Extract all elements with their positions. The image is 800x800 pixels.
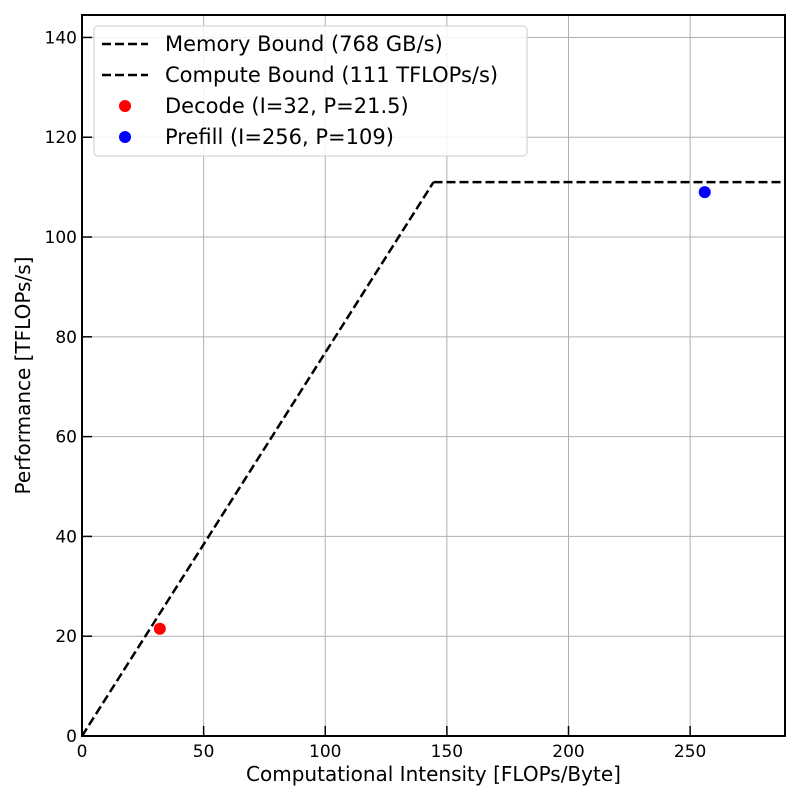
data-point-2 [153,622,166,635]
x-tick-label: 0 [77,742,88,762]
legend-marker-swatch [119,100,131,112]
legend: Memory Bound (768 GB/s) Compute Bound (11… [93,25,528,157]
x-tick-label: 250 [674,742,706,762]
x-tick-label: 50 [193,742,215,762]
axis-ticks: 0 50 100 150 200 250 0 20 40 60 80 100 120 140 [45,28,707,762]
x-tick-label: 100 [309,742,341,762]
legend-label: Compute Bound (111 TFLOPs/s) [165,63,498,87]
y-tick-label: 120 [45,128,77,148]
y-tick-label: 140 [45,28,77,48]
y-tick-label: 40 [55,527,77,547]
x-tick-label: 150 [431,742,463,762]
data-point-3 [698,186,711,199]
x-axis-label: Computational Intensity [FLOPs/Byte] [246,762,621,786]
legend-label: Decode (I=32, P=21.5) [165,94,409,118]
plot-frame [81,14,786,737]
y-tick-label: 0 [66,727,77,747]
y-tick-label: 100 [45,228,77,248]
series-line-0 [80,181,435,737]
y-tick-label: 60 [55,428,77,448]
legend-label: Memory Bound (768 GB/s) [165,32,443,56]
legend-marker-swatch [119,131,131,143]
legend-label: Prefill (I=256, P=109) [165,125,394,149]
y-tick-label: 20 [55,627,77,647]
y-axis-label: Performance [TFLOPs/s] [11,257,35,495]
x-tick-label: 200 [552,742,584,762]
y-tick-label: 80 [55,328,77,348]
series-layer [80,180,785,737]
legend-box [93,25,528,157]
